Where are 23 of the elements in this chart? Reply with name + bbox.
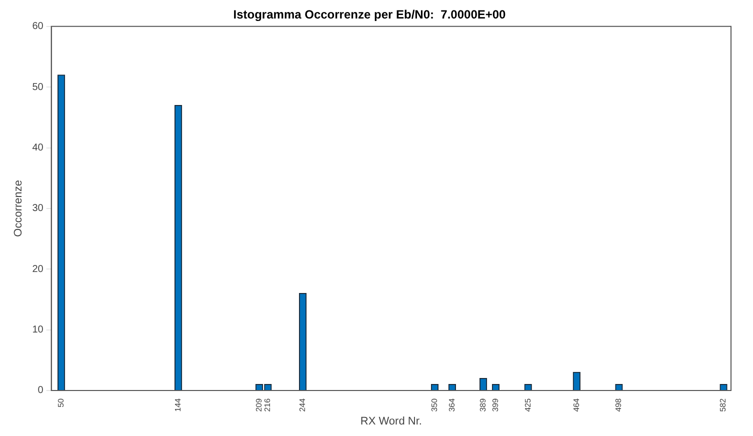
y-tick-label: 0 [38,385,44,396]
x-tick-label: 209 [254,398,264,412]
y-tick-label: 30 [32,203,44,214]
x-axis-title: RX Word Nr. [360,415,422,428]
y-tick-label: 50 [32,82,44,93]
x-tick-label: 50 [56,398,66,408]
x-tick-label: 498 [614,398,624,412]
x-tick-label: 350 [430,398,439,412]
y-tick-label: 40 [32,142,44,154]
x-tick-label: 364 [447,398,456,412]
x-tick-label: 425 [523,398,532,412]
y-axis-title: Occorrenze [12,180,25,237]
x-tick-label: 144 [174,398,182,412]
x-tick-label: 244 [298,398,307,412]
x-tick-label: 582 [718,398,728,412]
x-tick-label: 399 [490,398,500,412]
y-tick-label: 10 [32,324,44,336]
x-tick-label: 216 [263,398,272,412]
y-tick-label: 20 [32,264,44,275]
chart-title: Istogramma Occorrenze per Eb/N0: 7.0000E+00 [233,8,506,22]
y-tick-label: 60 [32,21,44,32]
x-tick-label: 464 [572,398,581,412]
x-tick-label: 389 [478,398,488,412]
